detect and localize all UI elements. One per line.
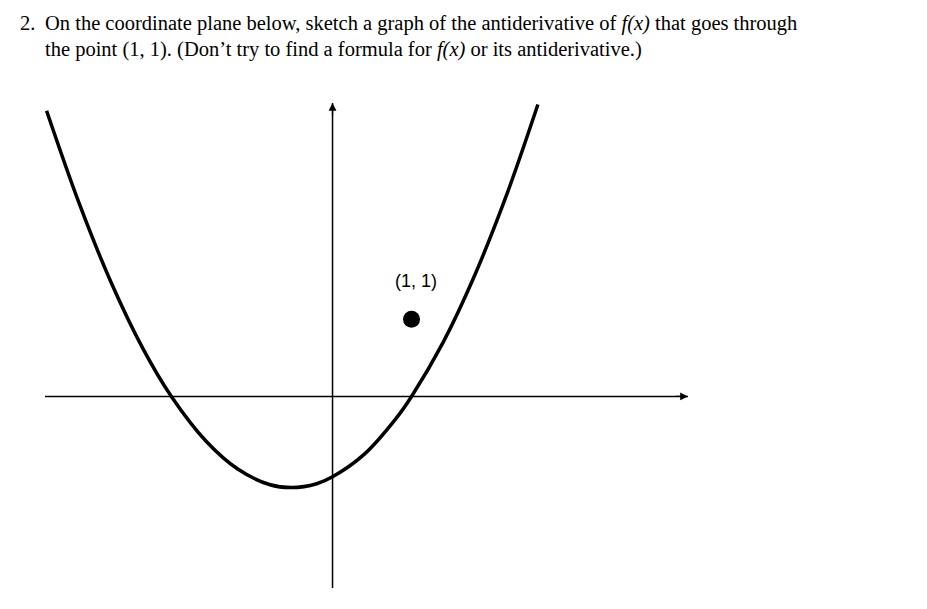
svg-text:(1, 1): (1, 1) [395,271,437,291]
html-text:2.: 2. [20,12,36,34]
html-text:On the coordinate plane below,: On the coordinate plane below, sketch a … [45,12,798,34]
html-text:the point (1, 1). (Don’t try t: the point (1, 1). (Don’t try to find a f… [45,38,642,60]
